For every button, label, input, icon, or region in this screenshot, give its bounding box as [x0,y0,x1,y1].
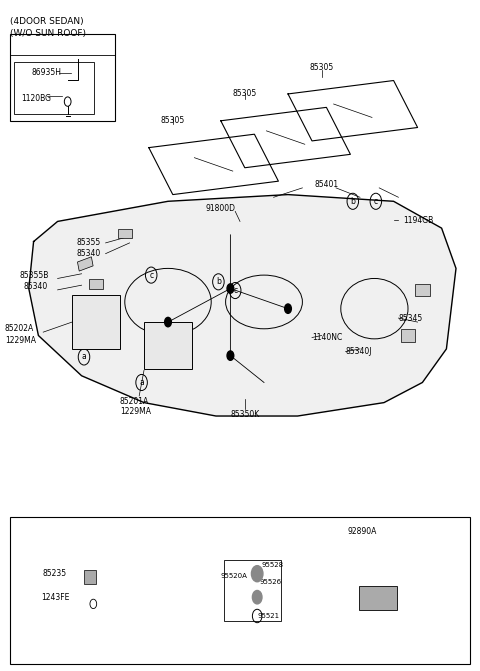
Text: 85305: 85305 [310,62,334,72]
Bar [10,34,115,121]
Text: 85202A: 85202A [5,324,34,333]
Bar [77,257,93,271]
Text: 1229MA: 1229MA [5,336,36,345]
Polygon shape [29,195,456,416]
Text: c: c [374,197,378,206]
Text: b: b [176,527,180,536]
Text: 85305: 85305 [233,89,257,99]
Text: 85355B: 85355B [19,270,48,280]
Text: 85340: 85340 [24,282,48,291]
Text: 85305: 85305 [161,116,185,125]
Text: 1120BG: 1120BG [21,95,51,103]
Bar [84,570,96,584]
Text: c: c [324,527,328,536]
Bar [72,295,120,349]
Bar [401,329,415,342]
Text: 91800D: 91800D [206,203,236,213]
Bar [14,62,94,114]
Text: a: a [19,527,24,536]
Bar [144,322,192,369]
Bar [118,229,132,238]
Circle shape [252,590,262,604]
Text: b: b [350,197,355,206]
Text: 1243FE: 1243FE [41,592,69,602]
Text: 85345: 85345 [398,313,423,323]
Text: 95526: 95526 [260,580,282,585]
Text: 85340: 85340 [76,249,101,258]
Text: a: a [139,378,144,387]
Text: a: a [82,352,86,362]
Text: 85201A: 85201A [120,397,149,406]
Bar [415,284,430,296]
Text: 1229MA: 1229MA [120,407,151,417]
Circle shape [252,566,263,582]
Bar [224,560,281,621]
Text: 85340J: 85340J [346,347,372,356]
Circle shape [227,284,234,293]
Text: b: b [216,277,221,287]
Text: 85401: 85401 [314,180,338,189]
Text: 95528: 95528 [262,562,284,568]
Circle shape [227,351,234,360]
Text: (4DOOR SEDAN)
(W/O SUN ROOF): (4DOOR SEDAN) (W/O SUN ROOF) [10,17,85,38]
Bar [89,279,103,289]
Text: 85235: 85235 [43,569,67,578]
Text: 85355: 85355 [76,238,101,248]
Text: 86935H: 86935H [32,68,61,77]
Text: c: c [149,270,153,280]
Text: 95520A: 95520A [220,573,247,578]
Text: 1194GB: 1194GB [403,215,433,225]
Text: 1140NC: 1140NC [312,333,342,342]
Bar [10,517,470,664]
Text: 95521: 95521 [257,613,279,619]
Circle shape [165,317,171,327]
Circle shape [285,304,291,313]
Bar [359,586,397,610]
Text: c: c [233,286,237,295]
Text: 92890A: 92890A [348,527,377,536]
Text: 85350K: 85350K [230,410,259,419]
